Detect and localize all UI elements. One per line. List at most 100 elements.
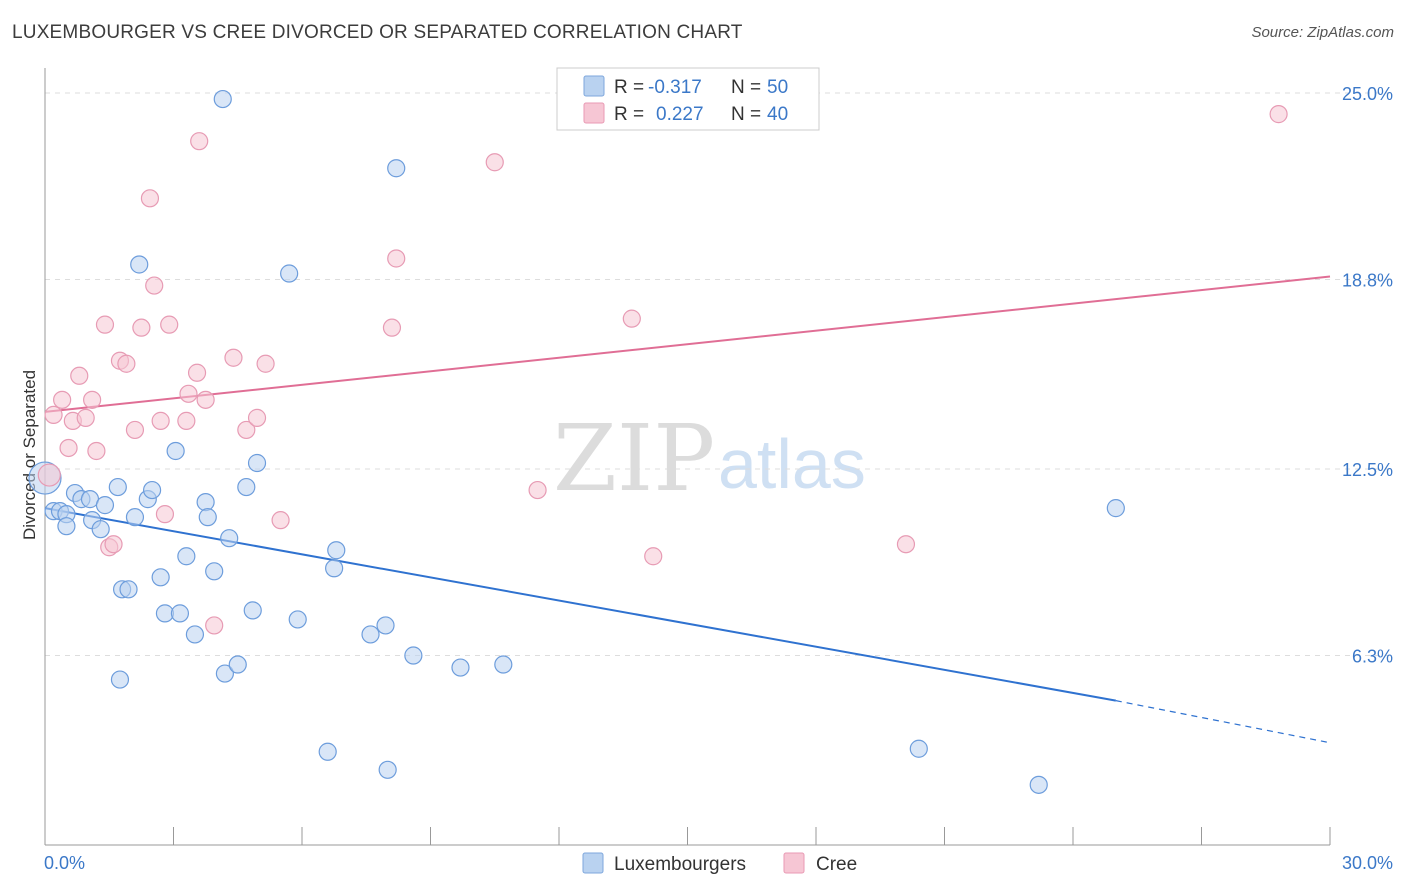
- cree-point: [132, 318, 151, 337]
- cree-point: [37, 463, 61, 487]
- watermark-atlas: atlas: [718, 425, 866, 503]
- cree-point: [247, 408, 267, 427]
- luxembourgers-point: [325, 559, 344, 578]
- bottom-legend-swatch-cree: [783, 852, 805, 874]
- luxembourgers-point: [387, 159, 406, 178]
- cree-point: [382, 318, 402, 337]
- cree-point: [177, 411, 196, 430]
- legend-swatch-cree: [583, 102, 605, 124]
- y-tick-label: 25.0%: [1342, 84, 1393, 104]
- cree-point: [117, 354, 136, 373]
- legend-n-value-2: 40: [767, 104, 788, 125]
- legend-n-label-2: N =: [731, 104, 761, 125]
- legend-n-label-1: N =: [731, 77, 761, 98]
- luxembourgers-point: [205, 562, 224, 581]
- cree-point: [104, 535, 123, 554]
- luxembourgers-point: [166, 441, 185, 461]
- luxembourgers-point: [280, 264, 299, 283]
- cree-point: [387, 249, 406, 268]
- luxembourgers-point: [185, 625, 205, 644]
- luxembourgers-point: [327, 541, 346, 560]
- cree-point: [1269, 105, 1288, 124]
- luxembourgers-point: [1029, 775, 1048, 794]
- cree-point: [155, 505, 175, 524]
- luxembourgers-point: [110, 670, 130, 689]
- y-tick-label: 18.8%: [1342, 271, 1393, 291]
- watermark-zip: ZIP: [553, 405, 715, 512]
- cree-point: [190, 132, 209, 151]
- luxembourgers-point: [376, 616, 395, 635]
- luxembourgers-point: [361, 625, 380, 644]
- luxembourgers-point: [196, 493, 215, 512]
- bottom-legend-swatch-luxembourgers: [582, 852, 604, 874]
- luxembourgers-trend-line: [44, 507, 1117, 702]
- y-tick-label: 12.5%: [1342, 460, 1393, 480]
- cree-point: [70, 366, 89, 385]
- luxembourgers-point: [243, 601, 262, 620]
- luxembourgers-point: [125, 508, 145, 527]
- source-label: Source: ZipAtlas.com: [1251, 24, 1394, 41]
- cree-points: [37, 105, 1288, 635]
- chart-title: LUXEMBOURGER VS CREE DIVORCED OR SEPARAT…: [12, 22, 743, 43]
- luxembourgers-point: [404, 646, 423, 665]
- cree-point: [196, 390, 215, 409]
- cree-point: [145, 276, 164, 295]
- luxembourgers-point: [318, 742, 337, 761]
- legend-r-label-2: R =: [614, 104, 644, 125]
- stats-legend: R = -0.317 N = 50 R = 0.227 N = 40: [556, 67, 820, 131]
- luxembourgers-point: [213, 89, 232, 109]
- luxembourgers-point: [57, 517, 76, 536]
- luxembourgers-point: [288, 610, 307, 629]
- cree-point: [140, 189, 160, 208]
- luxembourgers-point: [177, 547, 196, 566]
- luxembourgers-point: [451, 658, 470, 677]
- luxembourgers-point: [170, 604, 190, 623]
- cree-point: [95, 315, 115, 334]
- luxembourgers-point: [108, 477, 127, 497]
- legend-r-value-2: 0.227: [656, 104, 704, 125]
- luxembourgers-point: [378, 760, 397, 779]
- cree-point: [224, 348, 243, 367]
- cree-point: [644, 547, 663, 566]
- cree-point: [76, 408, 95, 427]
- luxembourgers-point: [151, 568, 170, 587]
- luxembourgers-point: [909, 739, 928, 758]
- legend-n-value-1: 50: [767, 77, 788, 98]
- luxembourgers-point: [247, 453, 267, 473]
- cree-point: [237, 420, 256, 440]
- cree-point: [59, 438, 78, 458]
- legend-r-label-1: R =: [614, 77, 644, 98]
- luxembourgers-point: [215, 664, 234, 683]
- cree-point: [44, 405, 63, 424]
- cree-point: [187, 363, 207, 382]
- cree-point: [271, 511, 290, 530]
- cree-point: [256, 354, 275, 373]
- luxembourgers-point: [494, 655, 513, 674]
- cree-point: [485, 153, 504, 172]
- luxembourgers-points: [28, 89, 1125, 794]
- x-tick-label-min: 0.0%: [44, 853, 85, 873]
- cree-point: [896, 535, 916, 554]
- cree-point: [151, 411, 170, 430]
- legend-r-value-1: -0.317: [648, 77, 702, 98]
- luxembourgers-point: [228, 655, 247, 674]
- y-tick-labels: 6.3% 12.5% 18.8% 25.0%: [1342, 84, 1393, 666]
- bottom-legend-label-cree: Cree: [816, 854, 857, 875]
- luxembourgers-point: [237, 477, 256, 497]
- cree-point: [160, 315, 179, 334]
- cree-point: [179, 384, 198, 403]
- y-tick-label: 6.3%: [1352, 647, 1393, 667]
- legend-swatch-luxembourgers: [583, 75, 605, 97]
- luxembourgers-point: [198, 508, 217, 527]
- x-tick-label-max: 30.0%: [1342, 853, 1393, 873]
- cree-point: [528, 480, 547, 500]
- luxembourgers-point: [142, 480, 162, 500]
- cree-point: [83, 390, 102, 409]
- luxembourgers-point: [119, 580, 138, 599]
- bottom-legend-label-luxembourgers: Luxembourgers: [614, 854, 746, 875]
- cree-point: [622, 309, 641, 328]
- luxembourgers-point: [95, 496, 115, 515]
- gridlines: [45, 92, 1393, 657]
- luxembourgers-point: [220, 529, 239, 548]
- luxembourgers-point: [1106, 499, 1125, 518]
